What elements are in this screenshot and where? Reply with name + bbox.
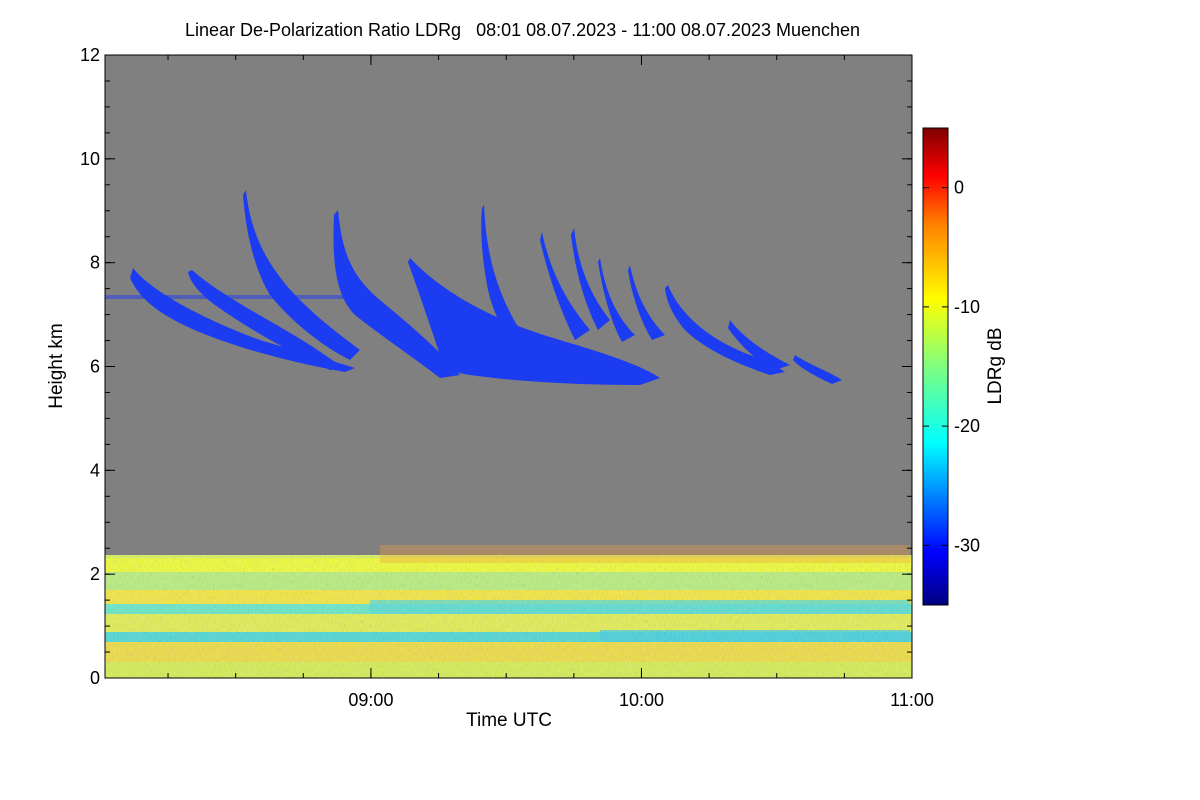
- y-tick-label: 10: [80, 149, 100, 169]
- colorbar: [922, 127, 949, 606]
- colorbar-label: LDRg dB: [985, 327, 1006, 404]
- y-tick-label: 6: [90, 357, 100, 377]
- x-tick-label: 09:00: [348, 690, 393, 710]
- x-axis-label: Time UTC: [466, 710, 552, 731]
- y-axis-label: Height km: [46, 323, 67, 409]
- colorbar-tick-label: 0: [954, 178, 964, 198]
- y-tick-label: 4: [90, 460, 100, 480]
- y-tick-label: 0: [90, 668, 100, 688]
- chart-title: Linear De-Polarization Ratio LDRg 08:01 …: [184, 20, 861, 40]
- axes: 0 2 4 6 8 10 12 09:00 10:00 11:00 0 -10 -20 -30: [80, 45, 980, 710]
- y-tick-label: 2: [90, 564, 100, 584]
- boundary-layer-aerosol: [105, 545, 912, 678]
- y-tick-label: 12: [80, 45, 100, 65]
- ice-cloud-fallstreaks: [105, 190, 842, 385]
- y-tick-label: 8: [90, 253, 100, 273]
- x-tick-label: 11:00: [890, 690, 934, 710]
- colorbar-tick-label: -20: [954, 416, 980, 436]
- x-tick-label: 10:00: [619, 690, 664, 710]
- colorbar-tick-label: -30: [954, 535, 980, 555]
- colorbar-tick-label: -10: [954, 297, 980, 317]
